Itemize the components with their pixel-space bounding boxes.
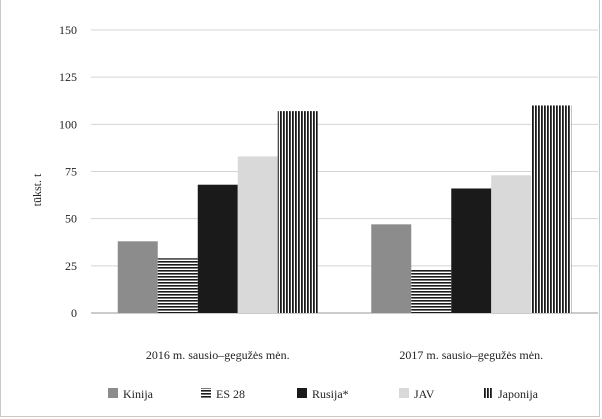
bar-rusija-2 xyxy=(451,188,492,313)
x-axis-categories: 2016 m. sausio–gegužės mėn. 2017 m. sausi… xyxy=(146,348,543,362)
y-tick-label: 75 xyxy=(65,165,77,179)
bar-kinija-2 xyxy=(371,224,412,313)
x-category-label: 2017 m. sausio–gegužės mėn. xyxy=(399,348,543,362)
y-tick-label: 0 xyxy=(71,306,77,320)
legend-label: Rusija* xyxy=(312,387,349,401)
bar-japonija-1 xyxy=(277,111,318,313)
bar-es-28-1 xyxy=(157,258,198,313)
y-tick-label: 100 xyxy=(59,117,77,131)
y-tick-label: 50 xyxy=(65,212,77,226)
y-axis-label: tūkst. t xyxy=(30,173,44,206)
y-tick-label: 125 xyxy=(59,70,77,84)
legend-swatch xyxy=(297,388,307,398)
y-axis-ticks: 0 25 50 75 100 125 150 xyxy=(59,23,77,320)
legend: Kinija ES 28 Rusija* JAV Japonija xyxy=(108,387,539,401)
y-tick-label: 150 xyxy=(59,23,77,37)
legend-swatch xyxy=(483,388,493,398)
legend-label: ES 28 xyxy=(216,387,245,401)
legend-swatch xyxy=(108,388,118,398)
legend-label: JAV xyxy=(414,387,435,401)
legend-label: Japonija xyxy=(498,387,539,401)
bar-kinija-1 xyxy=(117,241,158,313)
legend-label: Kinija xyxy=(123,387,154,401)
bar-jav-1 xyxy=(237,156,278,313)
legend-swatch xyxy=(201,388,211,398)
legend-swatch xyxy=(399,388,409,398)
bar-es-28-2 xyxy=(411,269,452,313)
x-category-label: 2016 m. sausio–gegužės mėn. xyxy=(146,348,290,362)
y-tick-label: 25 xyxy=(65,259,77,273)
bars xyxy=(117,105,572,313)
bar-jav-2 xyxy=(491,175,532,313)
bar-japonija-2 xyxy=(531,105,572,313)
bar-rusija-1 xyxy=(197,184,238,313)
